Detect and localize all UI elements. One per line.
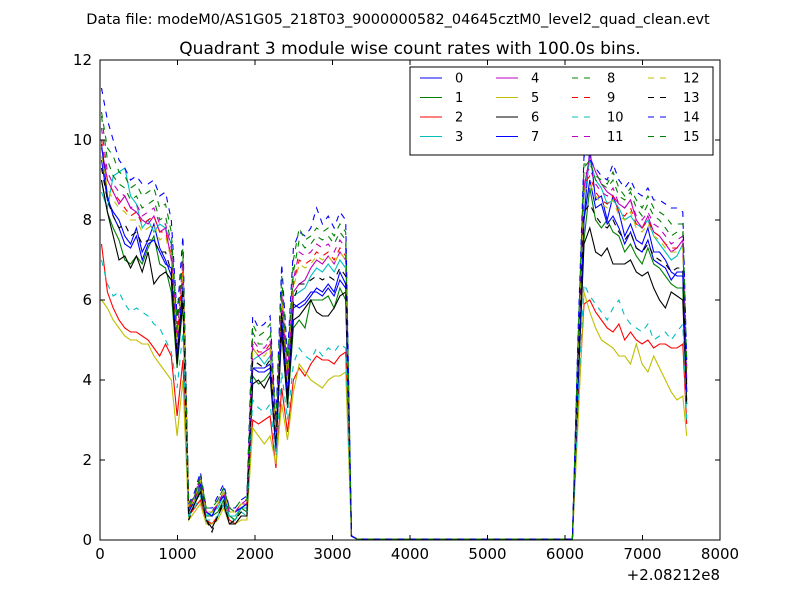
series-line-1 — [100, 179, 688, 540]
x-tick-label-5000: 5000 — [468, 545, 506, 563]
series-line-0 — [100, 147, 688, 540]
y-tick-label-12: 12 — [73, 51, 92, 69]
legend-box — [409, 66, 714, 156]
x-tick-label-3000: 3000 — [313, 545, 351, 563]
series-line-6 — [100, 179, 688, 540]
legend-label-2: 2 — [455, 111, 463, 126]
legend-label-10: 10 — [607, 111, 624, 126]
series-line-3 — [100, 159, 688, 540]
series-layer — [100, 87, 688, 540]
y-tick-label-6: 6 — [82, 291, 92, 309]
legend-label-3: 3 — [455, 130, 463, 145]
legend-label-0: 0 — [455, 72, 463, 87]
chart-suptitle: Data file: modeM0/AS1G05_218T03_90000005… — [86, 12, 710, 28]
legend-label-13: 13 — [683, 91, 700, 106]
series-line-15 — [100, 111, 688, 540]
legend-label-4: 4 — [531, 72, 539, 87]
x-tick-label-2000: 2000 — [236, 545, 274, 563]
legend-label-5: 5 — [531, 91, 539, 106]
x-tick-label-7000: 7000 — [623, 545, 661, 563]
series-line-12 — [100, 155, 688, 540]
ticks-layer: 0 1000 2000 3000 4000 5000 6000 7000 80000246810… — [73, 51, 739, 563]
legend-label-9: 9 — [607, 91, 615, 106]
y-tick-label-0: 0 — [82, 531, 92, 549]
series-line-13 — [100, 167, 688, 540]
y-tick-label-8: 8 — [82, 211, 92, 229]
chart-title: Quadrant 3 module wise count rates with … — [179, 39, 640, 59]
legend-label-7: 7 — [531, 130, 539, 145]
legend-label-6: 6 — [531, 111, 539, 126]
x-offset-label: +2.08212e8 — [627, 566, 720, 584]
x-tick-label-6000: 6000 — [546, 545, 584, 563]
x-tick-label-0: 0 — [95, 545, 105, 563]
y-tick-label-10: 10 — [73, 131, 92, 149]
legend-label-8: 8 — [607, 72, 615, 87]
series-line-7 — [100, 143, 688, 540]
series-line-2 — [100, 243, 688, 540]
x-tick-label-1000: 1000 — [158, 545, 196, 563]
legend-label-11: 11 — [607, 130, 624, 145]
series-line-10 — [100, 259, 688, 540]
legend-label-14: 14 — [683, 111, 700, 126]
legend-label-1: 1 — [455, 91, 463, 106]
y-tick-label-2: 2 — [82, 451, 92, 469]
legend-label-12: 12 — [683, 72, 700, 87]
x-tick-label-8000: 8000 — [701, 545, 739, 563]
x-tick-label-4000: 4000 — [391, 545, 429, 563]
series-line-4 — [100, 147, 688, 540]
series-line-11 — [100, 127, 688, 540]
series-line-14 — [100, 87, 688, 540]
y-tick-label-4: 4 — [82, 371, 92, 389]
legend-label-15: 15 — [683, 130, 700, 145]
